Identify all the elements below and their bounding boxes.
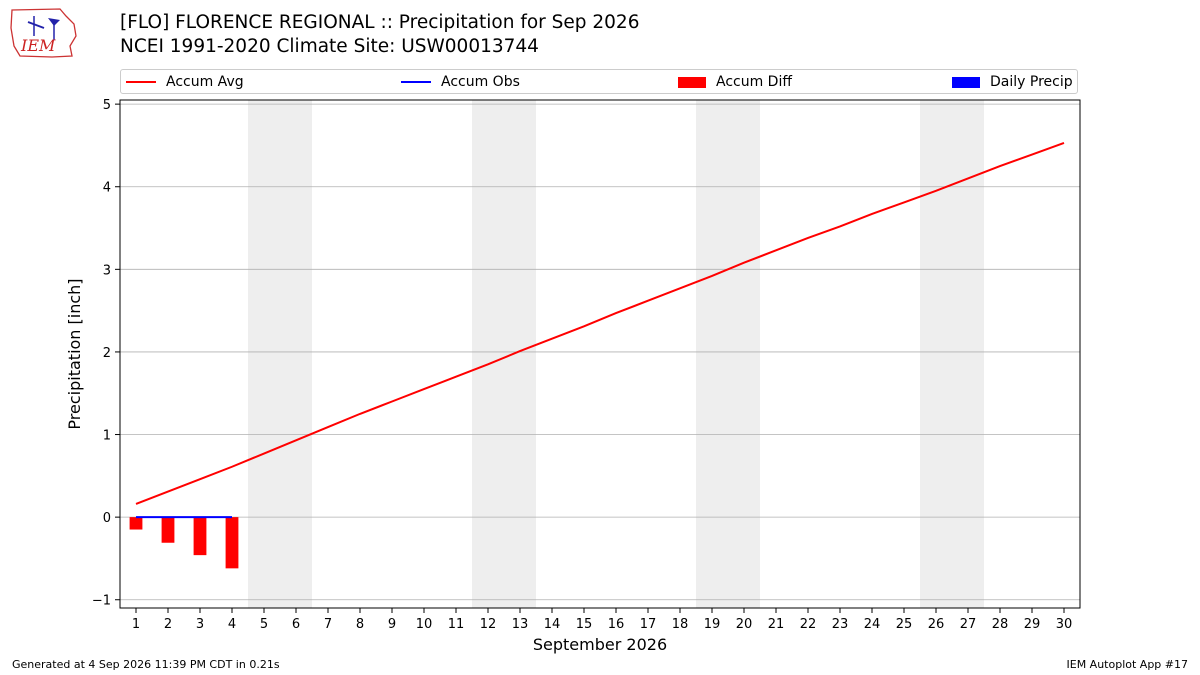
x-tick-label: 28 (992, 617, 1009, 632)
x-tick-label: 11 (448, 617, 465, 632)
x-tick-label: 14 (544, 617, 561, 632)
weekend-shading (248, 100, 984, 608)
accum-diff-bars (129, 517, 239, 569)
x-tick-label: 10 (416, 617, 433, 632)
x-tick-label: 16 (608, 617, 625, 632)
x-axis-ticks: 1 2 3 4 5 6 7 8 9 10 11 12 13 14 15 16 17 18 19 20 21 22 23 24 2… (132, 608, 1072, 632)
iem-logo-text: IEM (20, 36, 56, 55)
x-tick-label: 13 (512, 617, 529, 632)
series-lines (135, 142, 1065, 519)
x-tick-label: 7 (324, 617, 332, 632)
x-tick-label: 30 (1056, 617, 1073, 632)
chart-subtitle: NCEI 1991-2020 Climate Site: USW00013744 (120, 36, 539, 57)
legend-label-accum-avg: Accum Avg (166, 74, 244, 90)
x-tick-label: 18 (672, 617, 689, 632)
y-tick-label: −1 (92, 594, 111, 609)
x-tick-label: 1 (132, 617, 140, 632)
legend-label-accum-diff: Accum Diff (716, 74, 793, 90)
legend-item-accum-obs: Accum Obs (401, 73, 520, 91)
y-tick-label: 1 (103, 429, 111, 444)
x-tick-label: 23 (832, 617, 849, 632)
x-tick-label: 22 (800, 617, 817, 632)
chart-title: [FLO] FLORENCE REGIONAL :: Precipitation… (120, 12, 640, 33)
accum-diff-bar-3 (193, 517, 207, 556)
x-tick-label: 2 (164, 617, 172, 632)
x-tick-label: 26 (928, 617, 945, 632)
y-tick-label: 2 (103, 346, 111, 361)
legend-item-accum-avg: Accum Avg (126, 73, 244, 91)
weekend-shade-0 (248, 100, 312, 608)
y-axis-ticks: −1 0 1 2 3 4 5 (92, 98, 120, 609)
legend-label-accum-obs: Accum Obs (441, 74, 520, 90)
x-tick-label: 24 (864, 617, 881, 632)
weekend-shade-1 (472, 100, 536, 608)
x-tick-label: 21 (768, 617, 785, 632)
x-tick-label: 12 (480, 617, 497, 632)
x-axis-label: September 2026 (533, 635, 667, 654)
generated-timestamp: Generated at 4 Sep 2026 11:39 PM CDT in … (12, 658, 280, 671)
plot-frame (119, 99, 1081, 609)
accum-avg-line (135, 142, 1065, 505)
y-tick-label: 3 (103, 263, 111, 278)
legend-swatch-accum-diff (678, 76, 706, 88)
accum-diff-bar-1 (129, 517, 143, 530)
x-tick-label: 15 (576, 617, 593, 632)
legend: Accum Avg Accum Obs Accum Diff Daily Pre… (120, 69, 1078, 94)
iem-logo: IEM (10, 8, 77, 58)
legend-item-daily-precip: Daily Precip (952, 73, 1073, 91)
accum-diff-bar-2 (161, 517, 175, 543)
x-tick-label: 29 (1024, 617, 1041, 632)
x-tick-label: 8 (356, 617, 364, 632)
legend-swatch-daily-precip (952, 76, 980, 88)
x-tick-label: 20 (736, 617, 753, 632)
x-tick-label: 5 (260, 617, 268, 632)
app-credit: IEM Autoplot App #17 (1066, 658, 1189, 671)
x-tick-label: 25 (896, 617, 913, 632)
accum-diff-bar-4 (225, 517, 239, 569)
y-tick-label: 5 (103, 98, 111, 113)
x-tick-label: 4 (228, 617, 236, 632)
gridlines (120, 103, 1080, 601)
weekend-shade-2 (696, 100, 760, 608)
x-tick-label: 17 (640, 617, 657, 632)
legend-label-daily-precip: Daily Precip (990, 74, 1073, 90)
x-tick-label: 6 (292, 617, 300, 632)
x-tick-label: 19 (704, 617, 721, 632)
y-tick-label: 0 (103, 511, 111, 526)
legend-swatch-accum-obs (401, 81, 431, 83)
x-tick-label: 9 (388, 617, 396, 632)
legend-swatch-accum-avg (126, 81, 156, 83)
x-tick-label: 27 (960, 617, 977, 632)
x-tick-label: 3 (196, 617, 204, 632)
y-axis-label: Precipitation [inch] (65, 278, 84, 429)
legend-item-accum-diff: Accum Diff (678, 73, 792, 91)
y-tick-label: 4 (103, 181, 111, 196)
